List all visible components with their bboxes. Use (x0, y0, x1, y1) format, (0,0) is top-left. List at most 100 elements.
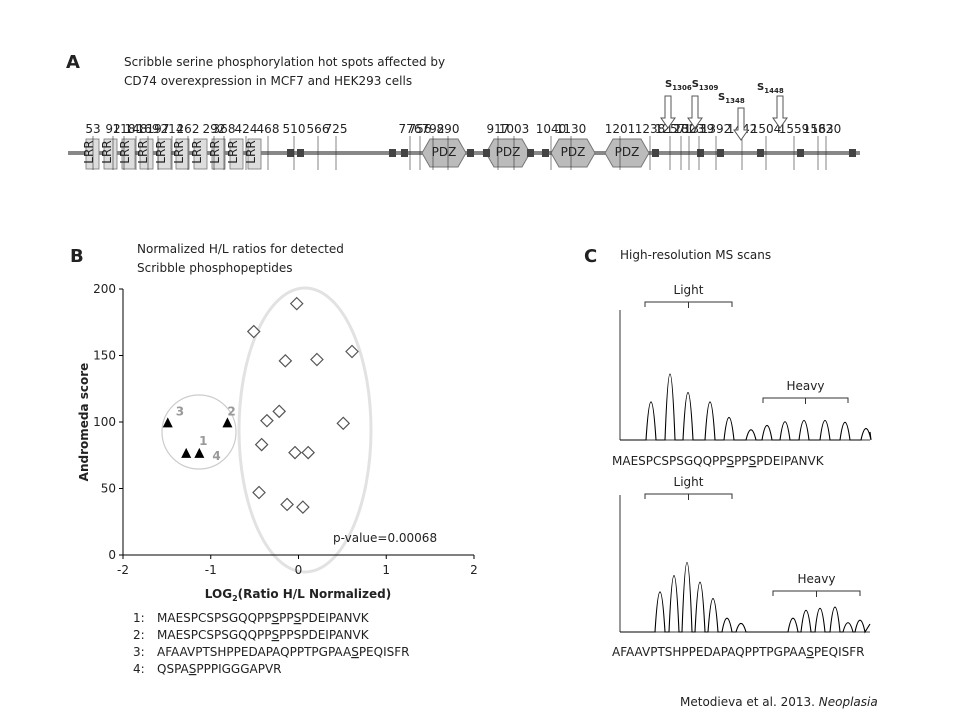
motif-box (757, 149, 764, 157)
sequence-part: PDEIPANVK (756, 454, 824, 468)
site-number: 1348 (725, 97, 745, 105)
diamond-point (272, 404, 287, 419)
lrr-label: LRR (136, 140, 150, 163)
cluster-outline (161, 394, 237, 470)
residue-number: 148 (125, 122, 148, 136)
site-arrow (772, 95, 788, 129)
phospho-site: S (351, 645, 359, 659)
sequence: AFAAVPTSHPPEDAPAQPPTPGPAASPEQISFR (612, 645, 864, 659)
peptide-label: 1: (133, 611, 145, 625)
y-tick-label: 200 (93, 282, 116, 296)
phospho-site: S (189, 662, 197, 676)
residue-number: 756 (409, 122, 432, 136)
lrr-box (103, 138, 118, 170)
sequence-part: QSPA (157, 662, 190, 676)
residue-number: 776 (399, 122, 422, 136)
point-label: 3 (176, 404, 184, 418)
y-tick-label: 100 (93, 415, 116, 429)
sequence-part: PDEIPANVK (301, 611, 369, 625)
motif-box (483, 149, 490, 157)
peptide-label: 4: (133, 662, 145, 676)
residue-number: 510 (283, 122, 306, 136)
motif-box (401, 149, 408, 157)
x-axis-label: LOG2(Ratio H/L Normalized) (205, 587, 391, 603)
motif-box (697, 149, 704, 157)
motif-box (527, 149, 534, 157)
residue-number: 1003 (499, 122, 530, 136)
residue-number: 118 (113, 122, 136, 136)
citation-journal: Neoplasia (819, 695, 878, 709)
bracket (762, 397, 849, 404)
motif-box (467, 149, 474, 157)
motif-box (297, 149, 304, 157)
heavy-label: Heavy (798, 572, 836, 586)
diamond-point (246, 324, 261, 339)
residue-number: 1238 (635, 122, 666, 136)
x-label-part: LOG (205, 587, 232, 601)
residue-number: 890 (437, 122, 460, 136)
residue-number: 262 (177, 122, 200, 136)
y-tick-label: 0 (108, 548, 116, 562)
diamond-point (252, 485, 266, 500)
lrr-box (247, 138, 262, 170)
diamond-point (345, 344, 359, 359)
lrr-label: LRR (154, 140, 168, 163)
lrr-label: LRR (226, 140, 240, 163)
spectra: LightHeavyMAESPCSPSGQQPPSPPSPDEIPANVKLig… (612, 283, 872, 659)
site-letter: S (757, 82, 764, 93)
lrr-box (121, 138, 136, 170)
residue-number: 1040 (536, 122, 567, 136)
residue-number: 1392 (701, 122, 732, 136)
sequence: MAESPCSPSGQQPPSPPSPDEIPANVK (612, 454, 825, 468)
lrr-label: LRR (208, 140, 222, 163)
motif-box (542, 149, 549, 157)
residue-number: 292 (203, 122, 226, 136)
phospho-site: S (272, 611, 280, 625)
residue-number: 214 (161, 122, 184, 136)
site-arrow (687, 95, 703, 129)
pdz-domain (604, 138, 650, 168)
residue-number: 1201 (605, 122, 636, 136)
pdz-label: PDZ (432, 145, 457, 159)
site-label: S1448 (757, 82, 784, 95)
annotation: p-value=0.00068 (333, 531, 437, 545)
sequence: AFAAVPTSHPPEDAPAQPPTPGPAASPEQISFR (157, 645, 409, 659)
domain-map: LRR LRR LRR LRR LRR LRR LRR LRR LRR LRR PDZ PDZ PDZ P… (68, 79, 860, 170)
x-tick-label: 0 (295, 563, 303, 577)
point-label: 4 (212, 449, 220, 463)
caption-line: Scribble serine phosphorylation hot spot… (124, 55, 445, 69)
site-letter: S (718, 92, 725, 103)
x-tick-label: -2 (117, 563, 129, 577)
site-number: 1306 (672, 84, 692, 92)
y-tick-label: 150 (93, 349, 116, 363)
triangle-point (162, 417, 173, 428)
residue-number: 1504 (751, 122, 782, 136)
diamond-point (301, 445, 316, 460)
diamond-point (289, 296, 304, 311)
citation: Metodieva et al. 2013. Neoplasia (680, 695, 878, 709)
x-tick-label: -1 (205, 563, 217, 577)
residue-number: 566 (307, 122, 330, 136)
lrr-box (139, 138, 154, 170)
triangle-point (194, 447, 205, 458)
motif-box (717, 149, 724, 157)
sequence: QSPASPPPIGGGAPVR (157, 662, 282, 676)
site-letter: S (692, 79, 699, 90)
sequence-part: MAESPCSPSGQQPP (157, 611, 272, 625)
residue-number: 1559 (779, 122, 810, 136)
peptide-label: 3: (133, 645, 145, 659)
heavy-label: Heavy (787, 379, 825, 393)
site-number: 1448 (764, 87, 784, 95)
phospho-site: S (727, 454, 735, 468)
lrr-box (229, 138, 244, 170)
diamond-point (288, 445, 302, 460)
sequence-part: MAESPCSPSGQQPP (157, 628, 272, 642)
diamond-point (296, 500, 310, 514)
phospho-site: S (294, 611, 302, 625)
diamond-point (254, 437, 269, 452)
panel-letter: A (66, 52, 80, 73)
lrr-label: LRR (244, 140, 258, 163)
pdz-label: PDZ (561, 145, 586, 159)
residue-number: 1630 (811, 122, 842, 136)
